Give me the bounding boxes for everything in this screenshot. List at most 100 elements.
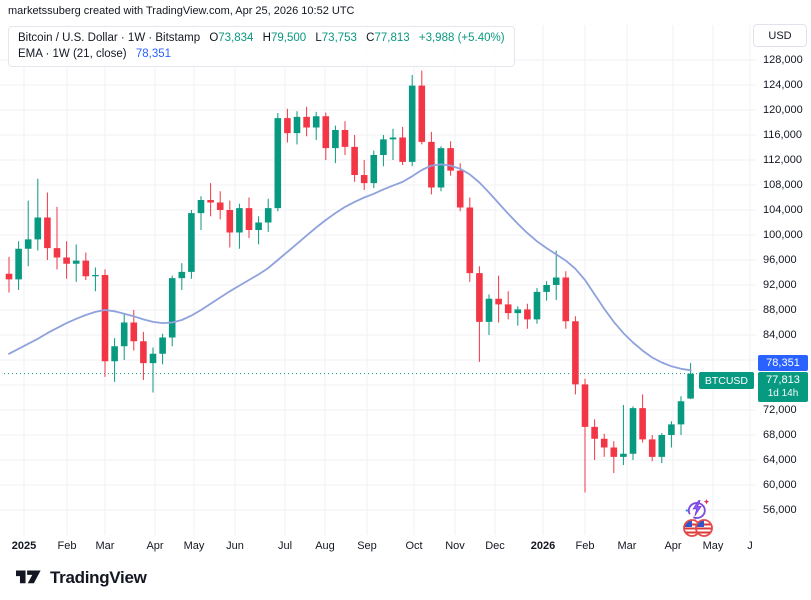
candle-body[interactable] xyxy=(15,248,22,280)
candle-body[interactable] xyxy=(380,139,387,155)
candle-body[interactable] xyxy=(149,353,157,364)
candle-body[interactable] xyxy=(600,438,608,448)
time-axis-label: J xyxy=(747,540,753,552)
candle-body[interactable] xyxy=(620,453,627,457)
candle-body[interactable] xyxy=(428,141,435,188)
symbol-title: Bitcoin / U.S. Dollar · 1W · Bitstamp xyxy=(18,32,201,44)
price-axis-label: 112,000 xyxy=(763,154,802,166)
ema-line[interactable] xyxy=(8,163,692,372)
candle-body[interactable] xyxy=(562,277,570,322)
candle-body[interactable] xyxy=(447,148,454,171)
candle-body[interactable] xyxy=(236,208,243,233)
price-axis-label: 96,000 xyxy=(763,254,797,266)
candle-body[interactable] xyxy=(101,275,109,362)
candle-body[interactable] xyxy=(63,257,70,264)
candle-body[interactable] xyxy=(341,130,349,147)
candle-body[interactable] xyxy=(207,200,214,203)
candle-body[interactable] xyxy=(524,309,531,320)
candle-body[interactable] xyxy=(485,298,493,322)
price-axis-label: 120,000 xyxy=(763,104,803,116)
candle-body[interactable] xyxy=(495,298,502,305)
candle-body[interactable] xyxy=(53,248,61,258)
candle-body[interactable] xyxy=(284,118,291,134)
candle-body[interactable] xyxy=(226,210,234,233)
candle-body[interactable] xyxy=(572,321,579,385)
legend-symbol-row[interactable]: Bitcoin / U.S. Dollar · 1W · Bitstamp O7… xyxy=(18,30,505,46)
candle-body[interactable] xyxy=(687,373,694,399)
candle-body[interactable] xyxy=(639,408,646,440)
price-axis-label: 100,000 xyxy=(763,229,803,241)
candle-body[interactable] xyxy=(44,217,51,249)
candle-body[interactable] xyxy=(140,341,147,364)
candle-body[interactable] xyxy=(34,217,42,240)
candle-body[interactable] xyxy=(370,155,378,184)
candle-body[interactable] xyxy=(197,200,205,214)
time-axis-label: Sep xyxy=(357,540,377,552)
candle-body[interactable] xyxy=(293,116,301,134)
candle-body[interactable] xyxy=(72,260,80,264)
candle-body[interactable] xyxy=(533,291,541,320)
price-axis-label: 124,000 xyxy=(763,79,803,91)
footer-brand[interactable]: TradingView xyxy=(16,568,147,588)
candle-body[interactable] xyxy=(552,277,560,286)
candle-body[interactable] xyxy=(111,346,118,362)
candle-body[interactable] xyxy=(303,116,310,128)
candle-body[interactable] xyxy=(514,309,522,314)
candle-body[interactable] xyxy=(255,222,262,231)
candle-body[interactable] xyxy=(504,304,512,314)
candle-body[interactable] xyxy=(466,207,474,274)
time-axis-label: Nov xyxy=(445,540,465,552)
candle-body[interactable] xyxy=(120,322,128,347)
candle-body[interactable] xyxy=(360,175,368,184)
candle-body[interactable] xyxy=(610,447,618,457)
candle-body[interactable] xyxy=(216,202,224,211)
candle-body[interactable] xyxy=(332,130,339,149)
candle-body[interactable] xyxy=(188,213,195,272)
legend-ema-row[interactable]: EMA · 1W (21, close) 78,351 xyxy=(18,46,505,62)
candle-body[interactable] xyxy=(82,260,90,277)
candle-body[interactable] xyxy=(351,146,358,175)
currency-toggle-button[interactable]: USD xyxy=(753,24,807,47)
candle-body[interactable] xyxy=(591,426,598,439)
flash-circle-sticker[interactable] xyxy=(683,496,711,522)
legend-panel[interactable]: Bitcoin / U.S. Dollar · 1W · Bitstamp O7… xyxy=(8,26,515,67)
candle-body[interactable] xyxy=(399,137,406,162)
candle-body[interactable] xyxy=(648,439,656,457)
price-axis-label: 92,000 xyxy=(763,279,797,291)
candle-body[interactable] xyxy=(245,208,253,230)
candle-body[interactable] xyxy=(92,275,99,277)
candle-body[interactable] xyxy=(629,408,637,454)
candle-body[interactable] xyxy=(668,424,675,435)
candle-body[interactable] xyxy=(437,148,445,188)
candle-body[interactable] xyxy=(456,170,464,208)
candle-body[interactable] xyxy=(389,137,397,140)
candle-body[interactable] xyxy=(24,239,32,249)
candle-body[interactable] xyxy=(677,401,685,425)
candle-body[interactable] xyxy=(159,337,166,354)
candle-body[interactable] xyxy=(658,435,666,457)
time-axis-label: 2026 xyxy=(530,540,556,552)
candle-body[interactable] xyxy=(476,273,483,322)
candle-body[interactable] xyxy=(581,384,589,427)
price-axis-label: 60,000 xyxy=(763,479,797,491)
price-axis-label: 128,000 xyxy=(763,54,803,66)
close-label: C xyxy=(366,32,375,44)
tradingview-logo-icon xyxy=(16,570,41,583)
candle-body[interactable] xyxy=(408,85,416,162)
candle-body[interactable] xyxy=(168,278,176,338)
close-value: 77,813 xyxy=(374,32,410,44)
candle-body[interactable] xyxy=(178,271,186,279)
candle-body[interactable] xyxy=(264,208,272,223)
us-flags-sticker[interactable] xyxy=(682,517,714,539)
candle-body[interactable] xyxy=(312,116,320,128)
candle-body[interactable] xyxy=(274,118,282,209)
candle-body[interactable] xyxy=(322,116,330,149)
candle-body[interactable] xyxy=(418,85,426,142)
time-axis-label: Dec xyxy=(485,540,505,552)
candle-body[interactable] xyxy=(543,285,550,292)
time-axis-label: Mar xyxy=(617,540,637,552)
candle-body[interactable] xyxy=(130,322,138,342)
bar-countdown: 1d 14h xyxy=(767,388,799,399)
candle-body[interactable] xyxy=(5,273,13,280)
